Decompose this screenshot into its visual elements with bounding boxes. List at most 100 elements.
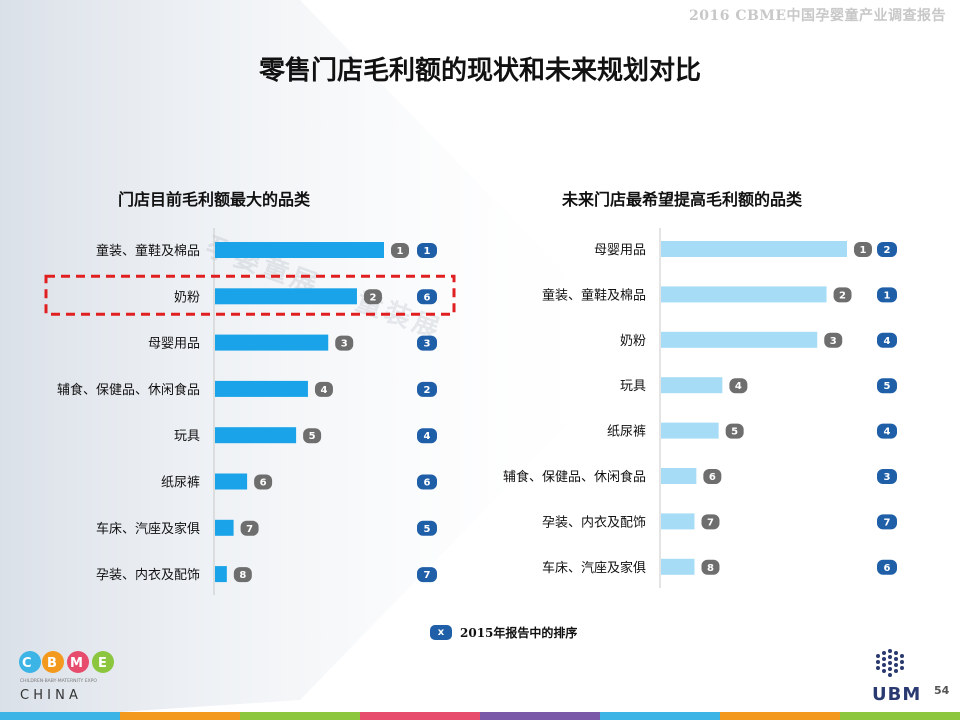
rank-2015-label: 4	[424, 431, 431, 442]
page-number: 54	[934, 684, 950, 697]
bar	[661, 286, 827, 303]
rank-2015-badge	[877, 332, 897, 348]
rank-2015-badge	[417, 335, 437, 351]
legend: x 2015年报告中的排序	[430, 624, 577, 641]
report-title: 2016 CBME中国孕婴童产业调查报告	[689, 8, 946, 24]
rank-2015-label: 6	[884, 563, 891, 574]
rank-2015-label: 3	[424, 339, 431, 350]
rank-2015-label: 3	[884, 472, 891, 483]
rank-2015-badge	[417, 520, 437, 536]
ubm-logo-icon	[876, 649, 904, 677]
rank-2016-badge	[240, 520, 259, 536]
category-label: 纸尿裤	[607, 425, 646, 440]
bottom-color-bar	[0, 712, 960, 720]
category-label: 童装、童鞋及棉品	[542, 287, 646, 303]
bar	[215, 334, 329, 351]
category-label: 母婴用品	[148, 337, 200, 352]
cbme-letter-b: B	[47, 656, 57, 671]
rank-2016-label: 1	[397, 246, 404, 257]
rank-2016-badge	[314, 381, 333, 397]
category-label: 孕装、内衣及配饰	[96, 567, 200, 583]
category-label: 辅食、保健品、休闲食品	[57, 382, 200, 398]
right-chart-title: 未来门店最希望提高毛利额的品类	[562, 190, 803, 209]
rank-2015-badge	[417, 474, 437, 490]
rank-2015-label: 5	[424, 524, 431, 535]
rank-2016-label: 3	[341, 339, 348, 350]
rank-2015-label: 6	[424, 478, 431, 489]
category-label: 奶粉	[174, 290, 200, 305]
cbme-china: C H I N A	[20, 688, 78, 703]
rank-2016-label: 2	[369, 292, 376, 303]
rank-2016-label: 2	[839, 290, 846, 301]
category-label: 辅食、保健品、休闲食品	[503, 469, 646, 485]
category-label: 母婴用品	[594, 243, 646, 258]
cbme-letter-c: C	[22, 656, 32, 671]
rank-2015-label: 4	[884, 336, 891, 347]
rank-2016-label: 4	[735, 381, 742, 392]
rank-2016-badge	[701, 514, 720, 530]
rank-2015-badge	[877, 559, 897, 575]
cbme-small-text: CHILDREN·BABY·MATERNITY EXPO	[20, 678, 97, 684]
rank-2016-badge	[824, 332, 843, 348]
left-chart-title: 门店目前毛利额最大的品类	[118, 190, 311, 209]
rank-2016-label: 4	[320, 385, 327, 396]
rank-2016-label: 6	[260, 478, 267, 489]
rank-2016-label: 1	[860, 245, 867, 256]
rank-2015-label: 1	[884, 290, 891, 301]
rank-2016-badge	[363, 289, 382, 305]
category-label: 车床、汽座及家俱	[96, 521, 200, 537]
cbme-letter-e: E	[98, 656, 107, 671]
page-title: 零售门店毛利额的现状和未来规划对比	[258, 56, 701, 86]
rank-2016-label: 7	[246, 524, 253, 535]
rank-2016-label: 6	[709, 472, 716, 483]
legend-badge: x	[430, 625, 452, 640]
bar	[215, 566, 227, 583]
bar	[661, 468, 697, 484]
cbme-letter-m: M	[70, 656, 83, 671]
bar	[215, 427, 297, 444]
rank-2016-badge	[303, 428, 322, 444]
cbme-logo: C B M E CHILDREN·BABY·MATERNITY EXPO C H…	[19, 651, 114, 703]
rank-2015-badge	[417, 289, 437, 305]
rank-2015-label: 7	[884, 517, 891, 528]
rank-2016-badge	[233, 567, 252, 583]
rank-2016-badge	[833, 287, 852, 303]
bar	[661, 377, 723, 394]
bar	[661, 422, 719, 439]
rank-2015-label: 6	[424, 292, 431, 303]
rank-2015-badge	[877, 423, 897, 439]
rank-2015-badge	[877, 514, 897, 530]
rank-2016-label: 5	[731, 427, 738, 438]
rank-2015-badge	[877, 469, 897, 484]
category-label: 车床、汽座及家俱	[542, 560, 646, 576]
bar	[661, 331, 818, 348]
rank-2016-label: 7	[707, 517, 714, 528]
bar	[661, 558, 695, 575]
bar	[215, 288, 357, 305]
category-label: 纸尿裤	[161, 476, 200, 491]
rank-2016-badge	[729, 378, 748, 394]
rank-2015-label: 7	[424, 570, 431, 581]
rank-2016-label: 8	[239, 570, 246, 581]
bar	[215, 473, 248, 490]
rank-2016-badge	[703, 469, 722, 484]
rank-2015-label: 5	[884, 381, 891, 392]
rank-2016-badge	[335, 335, 354, 351]
rank-2016-badge	[391, 243, 409, 258]
bar	[661, 513, 695, 530]
bar	[215, 242, 384, 258]
rank-2015-label: 2	[424, 385, 431, 396]
rank-2016-label: 3	[830, 336, 837, 347]
rank-2015-badge	[417, 381, 437, 397]
bar	[215, 380, 308, 397]
ubm-logo-text: UBM	[872, 684, 922, 705]
bar	[661, 241, 847, 257]
rank-2015-label: 4	[884, 427, 891, 438]
rank-2015-badge	[877, 287, 897, 303]
rank-2016-label: 8	[707, 563, 714, 574]
category-label: 玩具	[174, 429, 200, 444]
rank-2016-badge	[701, 559, 720, 575]
highlight-box	[44, 274, 456, 316]
category-label: 孕装、内衣及配饰	[542, 514, 646, 530]
